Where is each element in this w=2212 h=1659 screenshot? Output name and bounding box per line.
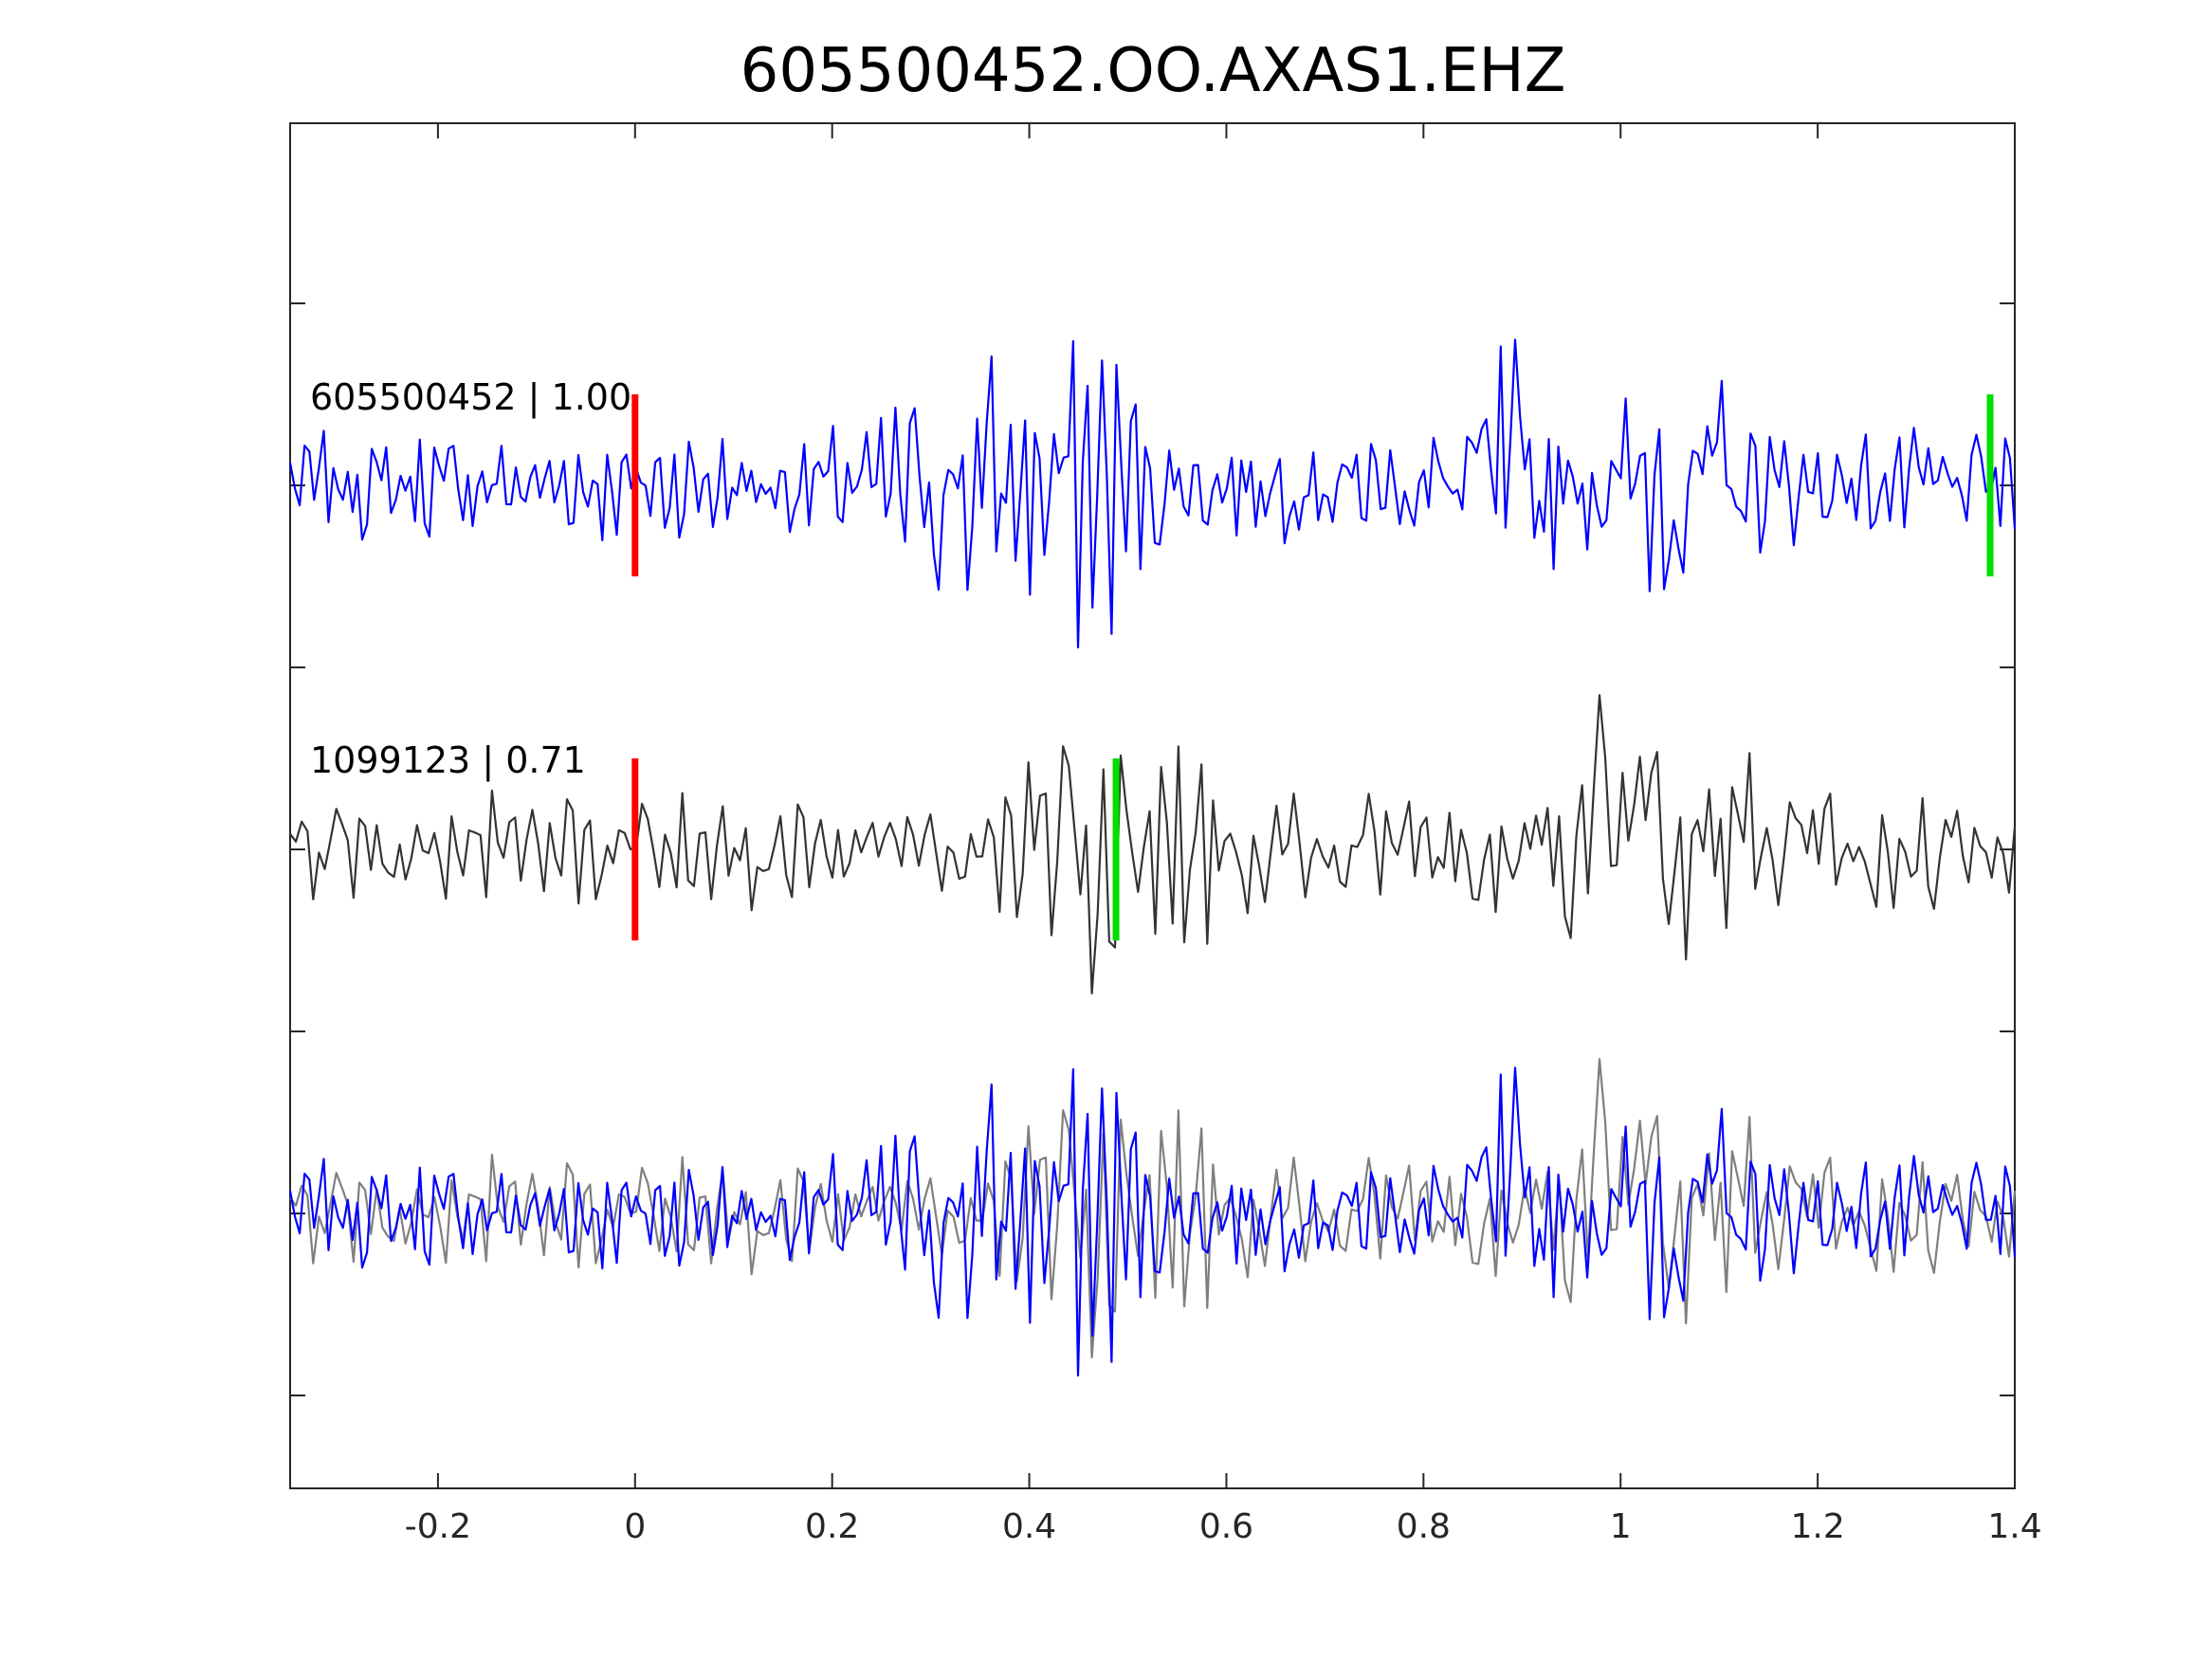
x-tick-label: 1.2 bbox=[1790, 1507, 1844, 1546]
chart-title: 605500452.OO.AXAS1.EHZ bbox=[740, 36, 1566, 106]
pick-markers bbox=[631, 394, 1994, 940]
match-trace bbox=[289, 694, 2017, 994]
overlay-template-trace bbox=[288, 1066, 2017, 1376]
waveform-traces bbox=[288, 338, 2017, 1376]
x-axis-ticks: -0.2 0 0.2 0.4 0.6 0.8 1 1.2 1.4 bbox=[405, 123, 2042, 1546]
plot-area bbox=[289, 122, 2016, 1489]
trace-label-match: 1099123 | 0.71 bbox=[310, 739, 586, 782]
x-tick-label: 0.4 bbox=[1002, 1507, 1056, 1546]
x-tick-label: -0.2 bbox=[405, 1507, 471, 1546]
x-tick-label: 0.2 bbox=[805, 1507, 859, 1546]
template-trace bbox=[288, 338, 2017, 648]
x-tick-label: 0.8 bbox=[1397, 1507, 1451, 1546]
y-axis-ticks bbox=[290, 302, 2015, 1396]
x-tick-label: 1 bbox=[1610, 1507, 1632, 1546]
x-tick-label: 0 bbox=[624, 1507, 646, 1546]
trace-label-template: 605500452 | 1.00 bbox=[310, 376, 631, 419]
x-tick-label: 1.4 bbox=[1987, 1507, 2041, 1546]
x-tick-label: 0.6 bbox=[1199, 1507, 1253, 1546]
